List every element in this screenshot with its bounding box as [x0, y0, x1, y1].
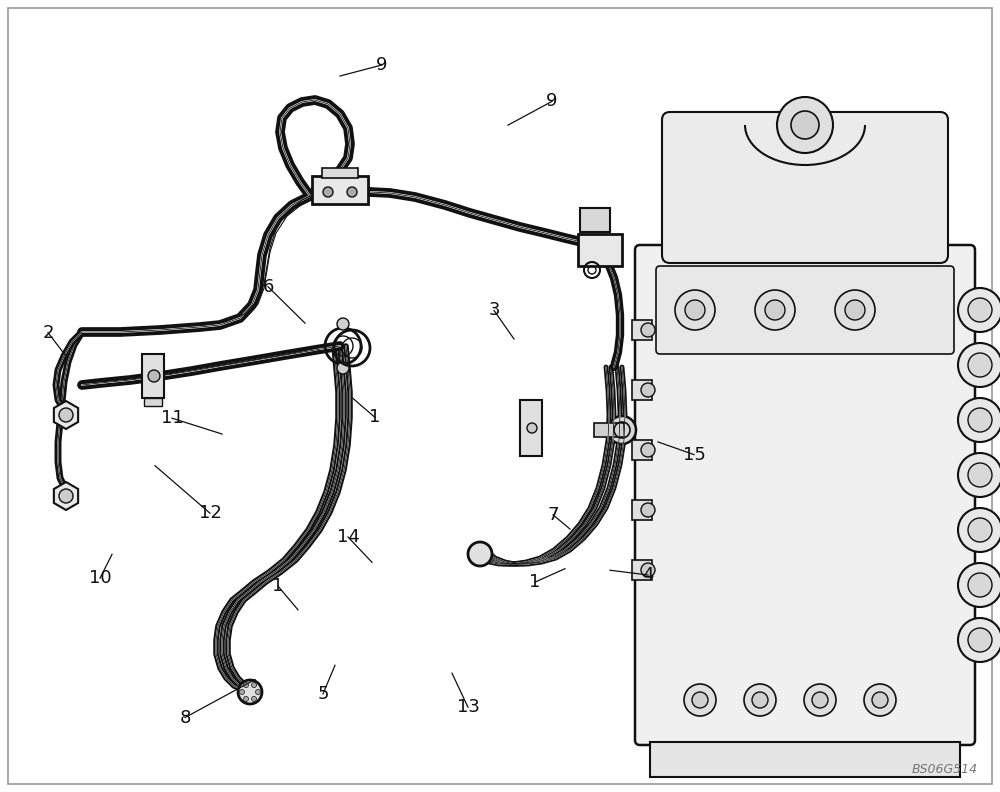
Circle shape	[777, 97, 833, 153]
Circle shape	[323, 187, 333, 197]
Circle shape	[641, 503, 655, 517]
Circle shape	[675, 290, 715, 330]
Text: 1: 1	[369, 409, 381, 426]
Circle shape	[744, 684, 776, 716]
Text: 4: 4	[642, 566, 654, 584]
Bar	[632, 320, 652, 340]
Circle shape	[641, 443, 655, 457]
Text: 7: 7	[547, 506, 559, 524]
Circle shape	[958, 618, 1000, 662]
Circle shape	[835, 290, 875, 330]
Text: 9: 9	[546, 93, 558, 110]
FancyBboxPatch shape	[656, 266, 954, 354]
Text: 10: 10	[89, 569, 111, 587]
Circle shape	[347, 187, 357, 197]
Text: 1: 1	[272, 577, 284, 595]
Text: 15: 15	[683, 446, 705, 463]
FancyBboxPatch shape	[662, 112, 948, 263]
Circle shape	[958, 288, 1000, 332]
Circle shape	[755, 290, 795, 330]
Circle shape	[641, 323, 655, 337]
Circle shape	[958, 398, 1000, 442]
Circle shape	[252, 683, 256, 687]
Bar	[142, 354, 164, 398]
Text: 9: 9	[376, 56, 388, 74]
Text: 14: 14	[337, 528, 359, 546]
Text: 8: 8	[179, 709, 191, 726]
Circle shape	[958, 563, 1000, 607]
FancyBboxPatch shape	[635, 245, 975, 745]
Text: 6: 6	[262, 278, 274, 295]
Circle shape	[256, 690, 260, 695]
Bar	[580, 208, 610, 232]
Circle shape	[958, 343, 1000, 387]
Circle shape	[468, 542, 492, 566]
Circle shape	[845, 300, 865, 320]
Bar	[312, 176, 368, 204]
Text: 2: 2	[42, 324, 54, 341]
Circle shape	[244, 696, 248, 702]
Circle shape	[685, 300, 705, 320]
Circle shape	[608, 416, 636, 444]
Circle shape	[240, 690, 244, 695]
Circle shape	[968, 518, 992, 542]
Text: 11: 11	[161, 409, 183, 427]
Circle shape	[337, 318, 349, 330]
Circle shape	[59, 408, 73, 422]
Polygon shape	[54, 401, 78, 429]
Bar	[578, 234, 622, 266]
Text: 3: 3	[488, 302, 500, 319]
Bar	[594, 423, 624, 437]
Circle shape	[968, 463, 992, 487]
Circle shape	[148, 370, 160, 382]
Circle shape	[968, 408, 992, 432]
Circle shape	[958, 453, 1000, 497]
Circle shape	[968, 573, 992, 597]
Polygon shape	[54, 482, 78, 510]
Circle shape	[244, 683, 248, 687]
Circle shape	[968, 353, 992, 377]
Text: 12: 12	[199, 505, 221, 522]
Circle shape	[872, 692, 888, 708]
Bar	[520, 400, 542, 456]
Circle shape	[791, 111, 819, 139]
Circle shape	[968, 628, 992, 652]
Circle shape	[641, 383, 655, 397]
Circle shape	[59, 489, 73, 503]
Circle shape	[958, 508, 1000, 552]
Circle shape	[864, 684, 896, 716]
Bar	[322, 168, 358, 178]
Circle shape	[804, 684, 836, 716]
Circle shape	[692, 692, 708, 708]
Bar	[632, 560, 652, 580]
Text: 1: 1	[529, 573, 541, 591]
Circle shape	[252, 696, 256, 702]
Circle shape	[765, 300, 785, 320]
Circle shape	[684, 684, 716, 716]
Bar	[650, 742, 960, 777]
Bar	[632, 440, 652, 460]
Text: BS06G514: BS06G514	[912, 763, 978, 776]
Text: 13: 13	[457, 699, 479, 716]
Bar	[632, 500, 652, 520]
Text: 5: 5	[317, 685, 329, 703]
Circle shape	[968, 298, 992, 322]
Bar	[144, 398, 162, 406]
Circle shape	[752, 692, 768, 708]
Bar	[632, 380, 652, 400]
Circle shape	[812, 692, 828, 708]
Circle shape	[527, 423, 537, 433]
Circle shape	[337, 362, 349, 374]
Circle shape	[238, 680, 262, 704]
Circle shape	[641, 563, 655, 577]
